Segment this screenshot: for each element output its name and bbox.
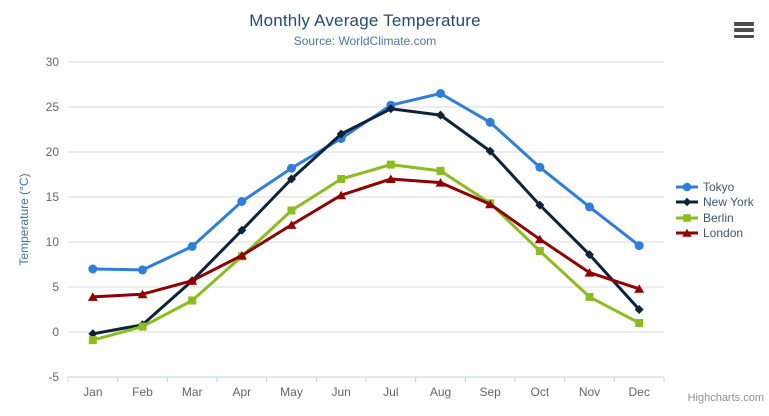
data-point-marker-diamond[interactable] — [436, 110, 445, 120]
data-point-marker-square[interactable] — [535, 247, 544, 255]
legend: Tokyo New York Berlin London — [676, 179, 754, 241]
data-point-marker-circle[interactable] — [634, 241, 644, 251]
data-point-marker-circle[interactable] — [237, 197, 247, 206]
data-point-marker-triangle[interactable] — [634, 284, 645, 293]
series-line-london — [91, 177, 641, 299]
y-tick-label: 25 — [46, 100, 60, 114]
data-point-marker-triangle[interactable] — [137, 289, 148, 299]
data-point-marker-triangle[interactable] — [534, 234, 545, 244]
x-tick-label: Nov — [579, 385, 600, 399]
hamburger-menu-icon[interactable] — [734, 22, 754, 38]
series-tokyo — [88, 89, 644, 275]
legend-label: Tokyo — [703, 179, 735, 194]
data-point-marker-triangle[interactable] — [236, 251, 247, 260]
legend-item-new-york[interactable]: New York — [676, 195, 754, 211]
data-point-marker-diamond[interactable] — [336, 129, 346, 139]
data-point-marker-circle[interactable] — [485, 117, 495, 127]
data-point-marker-circle[interactable] — [585, 202, 594, 212]
x-tick-label: Jan — [83, 385, 102, 399]
x-tick-label: Dec — [628, 385, 649, 399]
data-point-marker-triangle[interactable] — [435, 178, 446, 187]
x-tick-label: Mar — [182, 385, 203, 399]
data-point-marker-diamond[interactable] — [634, 305, 644, 314]
data-point-marker-square[interactable] — [88, 336, 97, 345]
y-tick-label: -5 — [48, 370, 59, 384]
series-line-berlin — [91, 163, 641, 342]
legend-marker-diamond-icon — [676, 197, 698, 207]
x-tick-label: Sep — [479, 385, 501, 399]
data-point-marker-circle[interactable] — [287, 163, 296, 173]
legend-marker-square-icon — [676, 213, 698, 222]
y-tick-label: 5 — [52, 280, 59, 294]
data-point-marker-square[interactable] — [436, 166, 445, 175]
data-point-marker-circle[interactable] — [138, 265, 147, 275]
hamburger-bar — [734, 22, 754, 26]
y-tick-label: 0 — [52, 325, 59, 339]
data-point-marker-square[interactable] — [386, 160, 395, 169]
data-point-marker-square[interactable] — [337, 175, 346, 183]
series-london — [87, 174, 645, 301]
data-point-marker-triangle[interactable] — [87, 292, 98, 301]
x-tick-label: Aug — [430, 385, 451, 399]
chart-title: Monthly Average Temperature — [249, 11, 481, 30]
y-tick-label: 20 — [46, 145, 60, 159]
legend-label: New York — [703, 195, 754, 210]
data-point-marker-square[interactable] — [585, 292, 594, 301]
data-point-marker-circle[interactable] — [436, 89, 445, 98]
x-tick-label: May — [280, 385, 303, 399]
x-tick-label: Apr — [232, 385, 251, 399]
data-point-marker-circle[interactable] — [682, 182, 692, 192]
data-point-marker-diamond[interactable] — [287, 174, 296, 184]
data-point-marker-diamond[interactable] — [237, 225, 247, 235]
legend-item-berlin[interactable]: Berlin — [676, 210, 754, 226]
data-point-marker-triangle[interactable] — [584, 268, 595, 277]
data-point-marker-triangle[interactable] — [385, 174, 396, 184]
x-tick-label: Jul — [383, 385, 398, 399]
data-point-marker-diamond[interactable] — [682, 197, 692, 207]
data-point-marker-square[interactable] — [188, 296, 197, 305]
data-point-marker-square[interactable] — [683, 213, 691, 222]
legend-label: Berlin — [703, 210, 734, 225]
series-line-new-york — [91, 107, 641, 336]
y-tick-label: 10 — [46, 235, 60, 249]
legend-marker-circle-icon — [676, 182, 698, 192]
data-point-marker-circle[interactable] — [535, 162, 545, 172]
data-point-marker-circle[interactable] — [187, 242, 197, 251]
y-axis-title: Temperature (°C) — [17, 173, 31, 265]
legend-item-tokyo[interactable]: Tokyo — [676, 179, 754, 195]
series-new-york — [88, 104, 644, 339]
data-point-marker-triangle[interactable] — [187, 276, 198, 285]
data-point-marker-diamond[interactable] — [485, 146, 495, 156]
legend-item-london[interactable]: London — [676, 226, 754, 242]
data-point-marker-diamond[interactable] — [535, 200, 545, 210]
y-tick-label: 30 — [46, 55, 60, 69]
data-point-marker-triangle[interactable] — [682, 228, 692, 238]
y-tick-label: 15 — [46, 190, 60, 204]
data-point-marker-diamond[interactable] — [88, 329, 98, 339]
x-axis — [67, 376, 665, 382]
data-point-marker-circle[interactable] — [88, 264, 98, 274]
data-point-marker-square[interactable] — [635, 319, 644, 327]
data-point-marker-diamond[interactable] — [386, 104, 396, 114]
chart-subtitle: Source: WorldClimate.com — [293, 34, 437, 48]
legend-label: London — [703, 226, 744, 241]
highcharts-credit[interactable]: Highcharts.com — [687, 392, 764, 404]
data-point-marker-diamond[interactable] — [585, 250, 594, 260]
data-point-marker-triangle[interactable] — [336, 190, 347, 200]
x-axis-labels: Jan Feb Mar Apr May Jun Jul Aug Sep Oct Nov Dec — [83, 385, 650, 399]
data-point-marker-square[interactable] — [138, 322, 147, 331]
data-point-marker-triangle[interactable] — [286, 220, 297, 229]
x-tick-label: Feb — [132, 385, 153, 399]
data-point-marker-triangle[interactable] — [485, 199, 496, 209]
hamburger-bar — [734, 28, 754, 32]
data-point-marker-square[interactable] — [287, 206, 296, 215]
y-axis-labels: -5 0 5 10 15 20 25 30 — [46, 55, 60, 384]
hamburger-bar — [734, 34, 754, 38]
x-tick-label: Jun — [331, 385, 350, 399]
x-tick-label: Oct — [530, 385, 549, 399]
legend-marker-triangle-icon — [676, 228, 698, 238]
